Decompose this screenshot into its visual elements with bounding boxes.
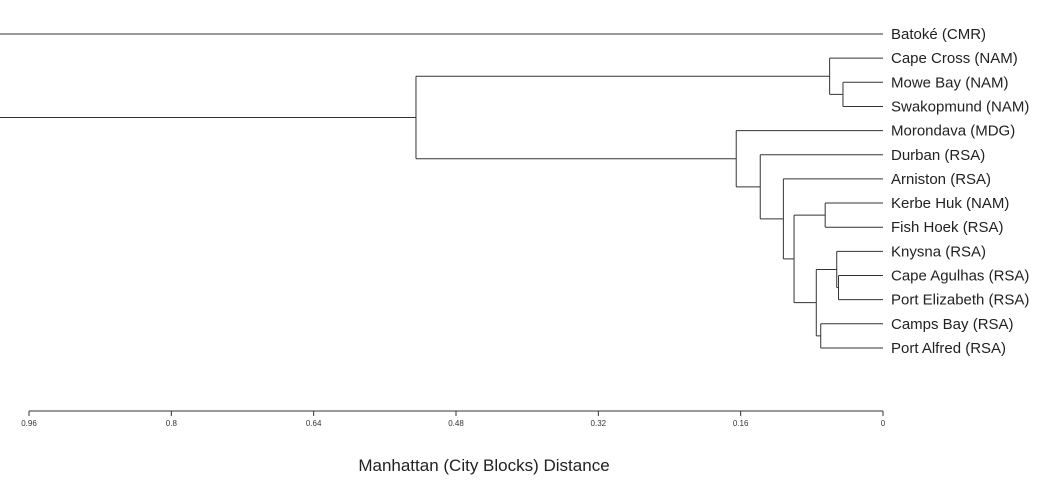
leaf-labels: Batoké (CMR) Cape Cross (NAM) Mowe Bay (N… xyxy=(891,26,1029,357)
leaf-label: Knysna (RSA) xyxy=(891,243,986,260)
x-axis-tick-label: 0 xyxy=(881,419,886,428)
leaf-label: Port Elizabeth (RSA) xyxy=(891,292,1029,309)
x-axis-title: Manhattan (City Blocks) Distance xyxy=(358,456,609,475)
leaf-label: Fish Hoek (RSA) xyxy=(891,219,1004,236)
leaf-label: Port Alfred (RSA) xyxy=(891,340,1006,357)
x-axis-tick-label: 0.96 xyxy=(21,419,37,428)
leaf-label: Camps Bay (RSA) xyxy=(891,316,1014,333)
x-axis-tick-label: 0.32 xyxy=(591,419,607,428)
leaf-label: Kerbe Huk (NAM) xyxy=(891,195,1009,212)
dendrogram-branches xyxy=(0,33,883,349)
leaf-label: Morondava (MDG) xyxy=(891,123,1015,140)
leaf-label: Mowe Bay (NAM) xyxy=(891,74,1009,91)
x-axis-tick-label: 0.64 xyxy=(306,419,322,428)
x-axis-tick-label: 0.16 xyxy=(733,419,749,428)
leaf-label: Batoké (CMR) xyxy=(891,26,986,43)
leaf-label: Durban (RSA) xyxy=(891,147,985,164)
x-axis-tick-label: 0.8 xyxy=(166,419,178,428)
x-axis: 0.96 0.8 0.64 0.48 0.32 0.16 0 xyxy=(21,410,886,428)
leaf-label: Cape Cross (NAM) xyxy=(891,50,1018,67)
x-axis-tick-label: 0.48 xyxy=(448,419,464,428)
leaf-label: Swakopmund (NAM) xyxy=(891,98,1029,115)
leaf-label: Arniston (RSA) xyxy=(891,171,991,188)
leaf-label: Cape Agulhas (RSA) xyxy=(891,268,1029,285)
